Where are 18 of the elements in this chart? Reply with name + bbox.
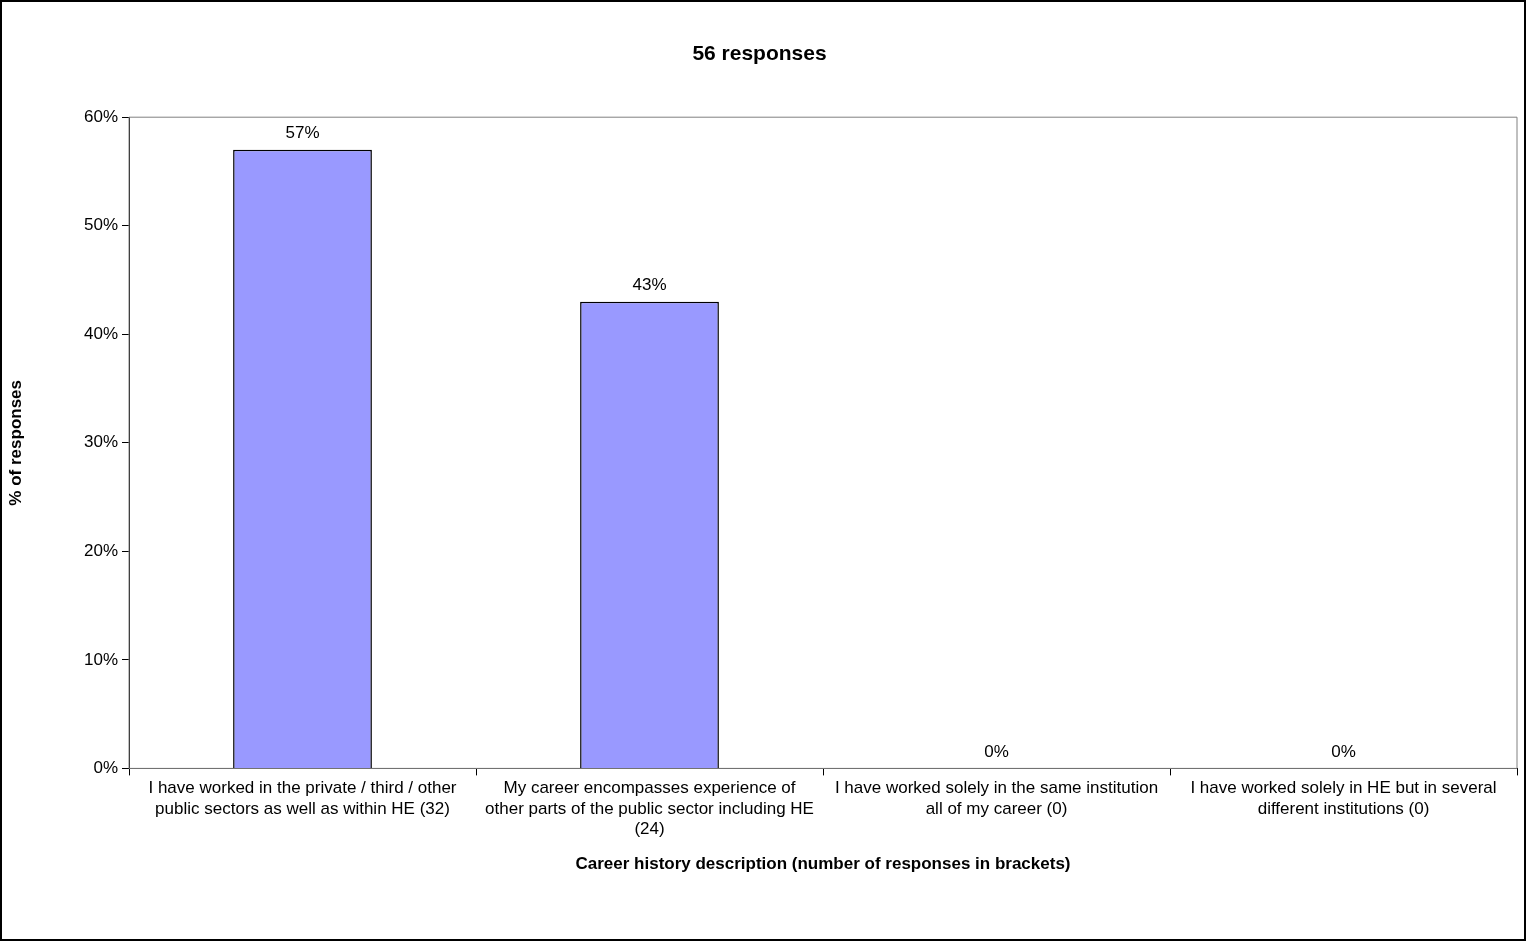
y-tick-label: 40% xyxy=(83,323,118,343)
data-label: 57% xyxy=(285,122,320,142)
y-tick-label: 10% xyxy=(83,649,118,669)
y-axis-title: % of responses xyxy=(5,379,25,506)
chart-title: 56 responses xyxy=(692,41,827,65)
x-tick-label: I have worked in the private / third / other public sectors as well as within HE (32) xyxy=(148,778,457,818)
y-tick-label: 0% xyxy=(93,758,118,778)
x-tick-label: My career encompasses experience of other parts of the public sector including HE (24) xyxy=(485,778,814,839)
x-tick-label: I have worked solely in HE but in several different institutions (0) xyxy=(1190,778,1497,818)
y-tick-label: 20% xyxy=(83,541,118,561)
data-label: 0% xyxy=(984,741,1009,761)
data-label: 0% xyxy=(1331,741,1356,761)
y-tick-label: 30% xyxy=(83,432,118,452)
y-tick-label: 60% xyxy=(83,106,118,126)
x-tick-label: I have worked solely in the same institution all of my career (0) xyxy=(834,778,1159,818)
y-tick-label: 50% xyxy=(83,215,118,235)
x-axis-title: Career history description (number of responses in brackets) xyxy=(575,854,1071,874)
data-label: 43% xyxy=(632,274,667,294)
